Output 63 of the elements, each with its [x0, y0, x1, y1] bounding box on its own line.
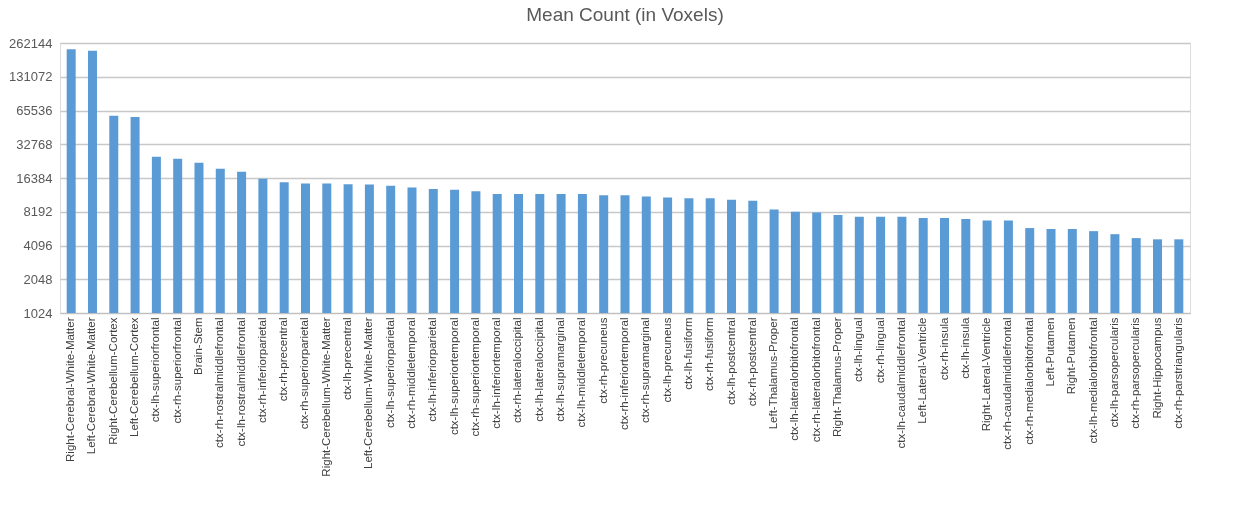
y-tick-label: 4096: [23, 238, 53, 253]
x-tick-label: ctx-lh-precuneus: [660, 317, 673, 403]
x-tick-label: ctx-rh-superiortemporal: [468, 317, 481, 437]
x-tick-label: ctx-lh-inferiorparietal: [426, 317, 439, 422]
x-tick-label: ctx-lh-supramarginal: [554, 317, 567, 422]
x-tick-label: ctx-rh-postcentral: [745, 317, 758, 407]
x-tick-label: ctx-rh-medialorbitofrontal: [1022, 317, 1035, 445]
x-tick-label: ctx-rh-lateraloccipital: [511, 317, 524, 423]
x-tick-label: ctx-lh-insula: [958, 316, 971, 379]
x-tick-label: ctx-lh-superiorfrontal: [149, 317, 162, 423]
y-tick-label: 65536: [16, 103, 53, 118]
x-tick-label: Left-Cerebellum-Cortex: [128, 317, 141, 438]
x-tick-label: ctx-rh-precuneus: [596, 317, 609, 404]
x-tick-label: ctx-lh-lateralorbitofrontal: [788, 317, 801, 441]
x-tick-label: ctx-rh-parstriangularis: [1171, 317, 1184, 429]
x-tick-label: ctx-rh-parsopercularis: [1129, 317, 1142, 429]
x-tick-label: ctx-rh-insula: [937, 316, 950, 381]
x-tick-label: ctx-lh-medialorbitofrontal: [1086, 317, 1099, 444]
x-tick-label: Left-Thalamus-Proper: [767, 317, 780, 430]
y-tick-label: 32768: [16, 136, 53, 152]
x-tick-label: ctx-rh-supramarginal: [639, 317, 652, 423]
x-tick-label: ctx-rh-fusiform: [703, 317, 716, 391]
x-tick-label: ctx-lh-parsopercularis: [1107, 317, 1120, 428]
x-tick-label: Right-Lateral-Ventricle: [980, 317, 993, 432]
x-tick-label: Right-Hippocampus: [1150, 317, 1163, 419]
x-tick-label: Left-Putamen: [1044, 317, 1057, 387]
x-tick-label: ctx-rh-precentral: [277, 317, 290, 402]
x-tick-label: Right-Cerebral-White-Matter: [64, 317, 77, 462]
x-tick-label: ctx-rh-superiorparietal: [298, 317, 311, 430]
y-tick-label: 2048: [23, 271, 53, 287]
x-tick-label: ctx-rh-inferiorparietal: [255, 317, 268, 423]
x-tick-label: Right-Cerebellum-White-Matter: [319, 317, 332, 477]
y-tick-label: 131072: [9, 69, 53, 85]
x-tick-label: Left-Cerebellum-White-Matter: [362, 317, 375, 469]
x-tick-label: Brain-Stem: [191, 317, 204, 376]
y-tick-label: 8192: [23, 204, 53, 220]
x-tick-label: Right-Thalamus-Proper: [831, 317, 844, 438]
x-tick-label: ctx-rh-inferiortemporal: [618, 317, 630, 430]
x-tick-label: ctx-lh-postcentral: [724, 317, 737, 406]
x-tick-label: ctx-rh-caudalmiddlefrontal: [1001, 317, 1014, 450]
x-tick-label: ctx-lh-caudalmiddlefrontal: [894, 317, 907, 449]
x-tick-label: ctx-lh-fusiform: [681, 317, 694, 390]
x-tick-label: Left-Lateral-Ventricle: [916, 317, 929, 424]
chart-title: Mean Count (in Voxels): [526, 4, 724, 25]
y-tick-label: 16384: [16, 170, 53, 186]
x-tick-label: ctx-lh-inferiortemporal: [490, 317, 503, 429]
x-tick-label: ctx-rh-middletemporal: [404, 317, 417, 429]
y-tick-label: 262144: [9, 35, 53, 51]
x-tick-label: ctx-lh-middletemporal: [575, 317, 588, 428]
x-tick-label: ctx-lh-precentral: [341, 317, 354, 400]
x-tick-label: ctx-rh-lingual: [873, 317, 886, 384]
x-tick-label: ctx-lh-lateraloccipital: [532, 317, 545, 422]
x-tick-label: ctx-lh-lingual: [852, 317, 865, 383]
x-tick-label: ctx-rh-superiorfrontal: [170, 317, 183, 424]
x-tick-label: ctx-rh-lateralorbitofrontal: [809, 317, 822, 443]
x-tick-label: ctx-lh-rostralmiddlefrontal: [234, 317, 247, 447]
x-tick-label: ctx-lh-superiorparietal: [383, 317, 396, 429]
x-tick-label: Right-Putamen: [1065, 317, 1078, 395]
x-tick-label: Left-Cerebral-White-Matter: [85, 317, 98, 455]
x-tick-label: ctx-lh-superiortemporal: [447, 317, 460, 436]
x-tick-label: ctx-rh-rostralmiddlefrontal: [213, 317, 226, 448]
x-tick-label: Right-Cerebellum-Cortex: [106, 317, 119, 445]
y-tick-label: 1024: [23, 305, 53, 321]
